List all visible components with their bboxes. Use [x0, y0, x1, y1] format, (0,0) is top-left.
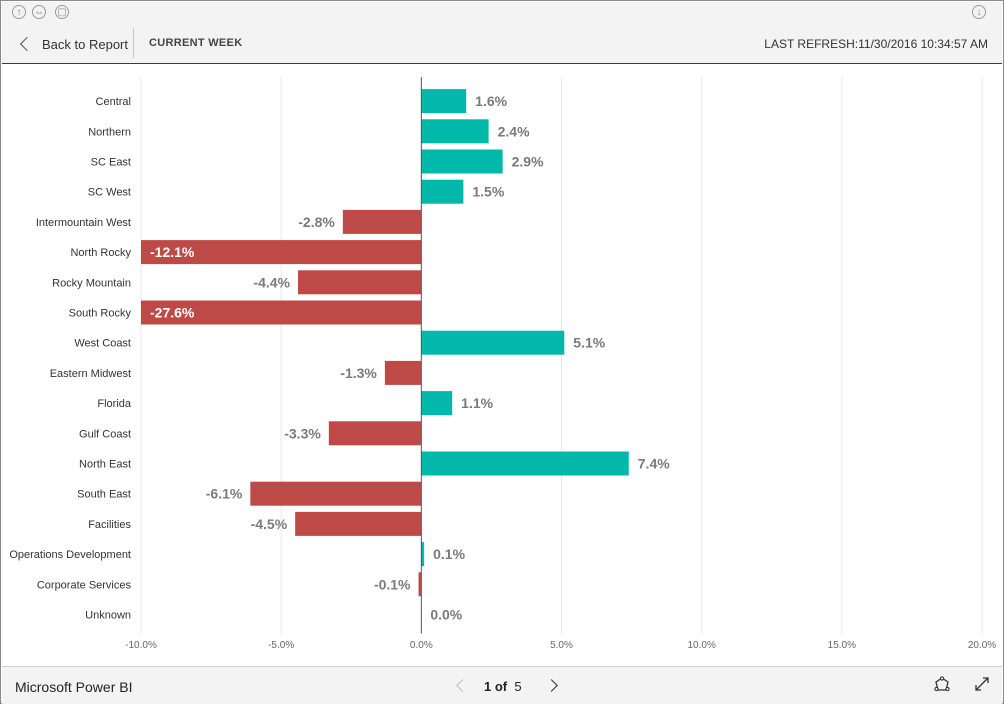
- data-label: -3.3%: [284, 425, 321, 441]
- bar: [421, 542, 425, 567]
- bar: [421, 179, 464, 204]
- category-label: Operations Development: [9, 549, 131, 561]
- back-to-report-label: Back to Report: [42, 36, 128, 52]
- report-footer: Microsoft Power BI 1 of 5: [2, 666, 1002, 704]
- category-label: Northern: [88, 126, 131, 138]
- category-label: Corporate Services: [37, 579, 132, 591]
- category-label: SC West: [88, 187, 131, 199]
- bar: [421, 89, 467, 114]
- bar: [384, 360, 422, 385]
- bar: [297, 270, 422, 295]
- bar: [421, 149, 503, 174]
- data-label: 2.4%: [498, 123, 530, 139]
- bar: [418, 572, 422, 597]
- lock-icon[interactable]: ▢: [55, 5, 69, 19]
- category-label: Facilities: [88, 519, 131, 531]
- bar-chart: -10.0% -5.0% 0.0% 5.0% 10.0% 15.0% 20.0% Centra…: [9, 77, 996, 651]
- page-of-label: of: [494, 678, 508, 694]
- data-label: 7.4%: [638, 456, 670, 472]
- data-label: 1.6%: [475, 93, 507, 109]
- data-label: 1.5%: [472, 184, 504, 200]
- top-icon-strip: ↑ ⇔ ▢ ↓: [2, 2, 1002, 24]
- x-tick-label: 20.0%: [968, 640, 996, 651]
- bar: [421, 391, 453, 416]
- up-arrow-icon[interactable]: ↑: [12, 5, 26, 19]
- next-page-icon[interactable]: [544, 676, 564, 696]
- x-tick-label: 10.0%: [687, 640, 715, 651]
- category-label: Intermountain West: [36, 217, 131, 229]
- data-label: -6.1%: [206, 486, 243, 502]
- category-label: Gulf Coast: [79, 428, 131, 440]
- header-divider: [133, 28, 134, 58]
- download-icon[interactable]: ↓: [972, 5, 986, 19]
- category-label: SC East: [91, 157, 131, 169]
- x-tick-label: -10.0%: [125, 640, 157, 651]
- category-label: Unknown: [85, 610, 131, 622]
- data-label: -4.4%: [253, 274, 290, 290]
- data-label: -12.1%: [150, 244, 195, 260]
- chevron-left-icon: [19, 36, 35, 52]
- category-label: West Coast: [74, 338, 131, 350]
- bar: [342, 209, 422, 234]
- bar: [328, 421, 422, 446]
- category-label: South Rocky: [69, 308, 132, 320]
- last-refresh: LAST REFRESH:11/30/2016 10:34:57 AM: [764, 37, 988, 51]
- data-label: 5.1%: [573, 335, 605, 351]
- bar: [421, 451, 629, 476]
- bar: [421, 330, 565, 355]
- share-icon[interactable]: [932, 676, 952, 696]
- report-header: Back to Report CURRENT WEEK LAST REFRESH…: [2, 24, 1002, 64]
- total-pages: 5: [514, 678, 522, 694]
- x-tick-label: 15.0%: [828, 640, 856, 651]
- data-label: -4.5%: [251, 516, 288, 532]
- bar: [421, 119, 489, 144]
- bar: [141, 300, 422, 325]
- bar: [141, 240, 422, 265]
- page-indicator: 1 of 5: [484, 679, 522, 694]
- bar: [250, 481, 422, 506]
- data-label: 0.1%: [433, 546, 465, 562]
- current-page: 1: [484, 678, 492, 694]
- category-label: Florida: [97, 398, 132, 410]
- data-label: 2.9%: [512, 154, 544, 170]
- last-refresh-label: LAST REFRESH:: [764, 37, 859, 51]
- back-to-report-button[interactable]: Back to Report: [18, 32, 128, 56]
- fit-to-width-icon[interactable]: ⇔: [32, 5, 46, 19]
- data-label: -0.1%: [374, 576, 411, 592]
- data-label: -1.3%: [340, 365, 377, 381]
- page-navigator: 1 of 5: [452, 676, 564, 696]
- category-label: Eastern Midwest: [50, 368, 131, 380]
- data-label: 1.1%: [461, 395, 493, 411]
- previous-page-icon[interactable]: [452, 676, 472, 696]
- category-label: South East: [77, 489, 131, 501]
- x-tick-label: -5.0%: [268, 640, 294, 651]
- brand-name: Microsoft Power BI: [15, 679, 133, 695]
- x-tick-label: 5.0%: [550, 640, 573, 651]
- category-label: North East: [79, 459, 131, 471]
- category-label: Rocky Mountain: [52, 277, 131, 289]
- page-title: CURRENT WEEK: [149, 37, 243, 49]
- category-label: North Rocky: [70, 247, 131, 259]
- expand-icon[interactable]: [972, 676, 992, 696]
- last-refresh-value: 11/30/2016 10:34:57 AM: [858, 37, 988, 51]
- bar: [295, 511, 422, 536]
- category-label: Central: [96, 96, 131, 108]
- x-tick-label: 0.0%: [410, 640, 433, 651]
- data-label: 0.0%: [430, 607, 462, 623]
- data-label: -27.6%: [150, 305, 195, 321]
- data-label: -2.8%: [298, 214, 335, 230]
